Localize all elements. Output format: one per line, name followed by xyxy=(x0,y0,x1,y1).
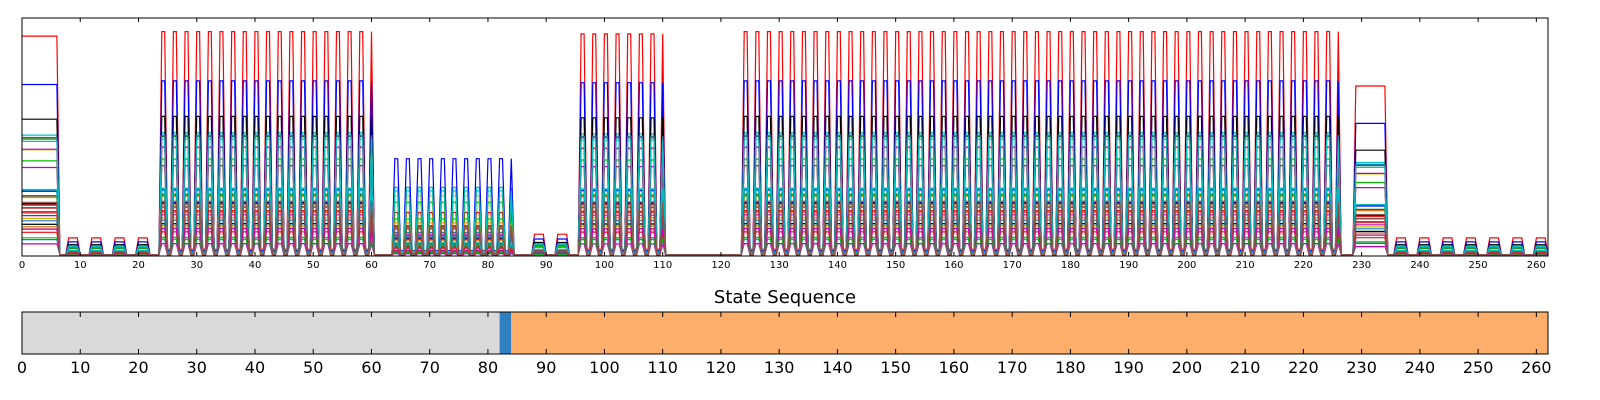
top-x-tick-label: 40 xyxy=(249,260,262,271)
top-x-ticks: 0 10 20 30 40 50 60 70 80 90 100 110 120 130 140 150 160… xyxy=(19,18,1546,271)
bottom-x-tick-label: 80 xyxy=(478,358,498,377)
bottom-x-tick-label: 190 xyxy=(1113,358,1144,377)
state-segments xyxy=(22,312,1548,354)
state-segment-0 xyxy=(22,312,500,354)
top-x-tick-label: 100 xyxy=(595,260,614,271)
top-x-tick-label: 220 xyxy=(1294,260,1313,271)
top-x-tick-label: 200 xyxy=(1177,260,1196,271)
bottom-x-tick-label: 160 xyxy=(939,358,970,377)
top-x-tick-label: 170 xyxy=(1003,260,1022,271)
bottom-x-tick-label: 180 xyxy=(1055,358,1086,377)
top-x-tick-label: 230 xyxy=(1352,260,1371,271)
bottom-x-ticks: 0 10 20 30 40 50 60 70 80 90 100 110 120 130 140 150 160… xyxy=(17,312,1552,377)
bottom-x-tick-label: 140 xyxy=(822,358,853,377)
state-segment-1 xyxy=(499,312,512,354)
bottom-x-tick-label: 260 xyxy=(1521,358,1552,377)
top-x-tick-label: 10 xyxy=(74,260,87,271)
bottom-x-tick-label: 20 xyxy=(128,358,148,377)
bottom-x-tick-label: 30 xyxy=(187,358,207,377)
bottom-axes-frame xyxy=(21,311,1549,355)
top-line-series-group xyxy=(22,31,1549,257)
top-x-tick-label: 150 xyxy=(886,260,905,271)
bottom-x-tick-label: 50 xyxy=(303,358,323,377)
bottom-x-tick-label: 110 xyxy=(647,358,678,377)
top-x-tick-label: 120 xyxy=(711,260,730,271)
bottom-x-tick-label: 150 xyxy=(880,358,911,377)
bottom-x-tick-label: 200 xyxy=(1172,358,1203,377)
bottom-x-tick-label: 240 xyxy=(1405,358,1436,377)
top-x-tick-label: 240 xyxy=(1410,260,1429,271)
series-line-41 xyxy=(22,200,1549,256)
bottom-x-tick-label: 100 xyxy=(589,358,620,377)
bottom-x-tick-label: 130 xyxy=(764,358,795,377)
top-x-tick-label: 80 xyxy=(482,260,495,271)
top-x-tick-label: 90 xyxy=(540,260,553,271)
top-x-tick-label: 70 xyxy=(423,260,436,271)
top-x-tick-label: 180 xyxy=(1061,260,1080,271)
bottom-x-tick-label: 210 xyxy=(1230,358,1261,377)
state-sequence-chart: 0 10 20 30 40 50 60 70 80 90 100 110 120 130 140 150 160… xyxy=(17,311,1552,377)
state-sequence-title: State Sequence xyxy=(714,287,856,308)
top-x-tick-label: 210 xyxy=(1236,260,1255,271)
bottom-x-tick-label: 0 xyxy=(17,358,27,377)
top-x-tick-label: 130 xyxy=(770,260,789,271)
top-x-tick-label: 60 xyxy=(365,260,378,271)
top-x-tick-label: 110 xyxy=(653,260,672,271)
top-x-tick-label: 20 xyxy=(132,260,145,271)
state-segment-2 xyxy=(511,312,1548,354)
bottom-x-tick-label: 230 xyxy=(1346,358,1377,377)
top-x-tick-label: 260 xyxy=(1527,260,1546,271)
top-x-tick-label: 190 xyxy=(1119,260,1138,271)
bottom-x-tick-label: 70 xyxy=(420,358,440,377)
top-x-tick-label: 250 xyxy=(1469,260,1488,271)
top-x-tick-label: 140 xyxy=(828,260,847,271)
bottom-x-tick-label: 250 xyxy=(1463,358,1494,377)
bottom-x-tick-label: 10 xyxy=(70,358,90,377)
top-line-chart: 0 10 20 30 40 50 60 70 80 90 100 110 120 130 140 150 160… xyxy=(19,17,1549,271)
top-x-tick-label: 30 xyxy=(190,260,203,271)
bottom-x-tick-label: 170 xyxy=(997,358,1028,377)
bottom-x-tick-label: 90 xyxy=(536,358,556,377)
bottom-x-tick-label: 60 xyxy=(361,358,381,377)
top-x-tick-label: 160 xyxy=(944,260,963,271)
bottom-x-tick-label: 120 xyxy=(706,358,737,377)
bottom-x-tick-label: 220 xyxy=(1288,358,1319,377)
top-x-tick-label: 0 xyxy=(19,260,25,271)
top-x-tick-label: 50 xyxy=(307,260,320,271)
top-axes-frame xyxy=(21,17,1549,257)
bottom-x-tick-label: 40 xyxy=(245,358,265,377)
